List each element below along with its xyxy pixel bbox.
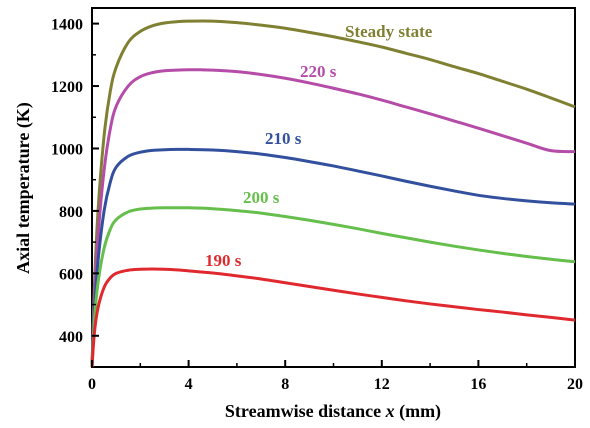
- x-tick-label: 4: [185, 376, 193, 393]
- x-tick-label: 20: [567, 376, 583, 393]
- series-line-2: [90, 147, 576, 368]
- y-tick-label: 1200: [51, 79, 83, 96]
- x-tick-label: 8: [281, 376, 289, 393]
- y-tick-label: 600: [59, 266, 83, 283]
- series-label-220s: 220 s: [300, 62, 337, 81]
- y-tick-label: 1400: [51, 17, 83, 34]
- y-axis-title: Axial temperature (K): [13, 102, 34, 274]
- x-axis-unit: (mm): [399, 401, 441, 422]
- series-label-210s: 210 s: [265, 129, 302, 148]
- series-line-0: [90, 19, 576, 368]
- series-line-4: [90, 267, 576, 368]
- tick-layer: 0 4 8 12 16 20 400 600 800 1000 1200 1400: [51, 17, 583, 393]
- x-tick-label: 16: [470, 376, 486, 393]
- x-axis-variable: x: [385, 401, 395, 421]
- x-tick-label: 12: [374, 376, 390, 393]
- label-layer: Steady state 220 s 210 s 200 s 190 s: [205, 22, 433, 270]
- x-axis-title: Streamwise distance x (mm): [225, 401, 441, 422]
- series-line-1: [90, 68, 576, 368]
- series-label-190s: 190 s: [205, 251, 242, 270]
- series-line-3: [90, 206, 576, 368]
- x-axis-title-text: Streamwise distance: [225, 401, 381, 421]
- y-tick-label: 1000: [51, 141, 83, 158]
- x-tick-label: 0: [88, 376, 96, 393]
- series-label-steady-state: Steady state: [345, 22, 433, 41]
- series-label-200s: 200 s: [243, 188, 280, 207]
- y-tick-label: 400: [59, 329, 83, 346]
- y-tick-label: 800: [59, 204, 83, 221]
- series-layer: [90, 19, 576, 368]
